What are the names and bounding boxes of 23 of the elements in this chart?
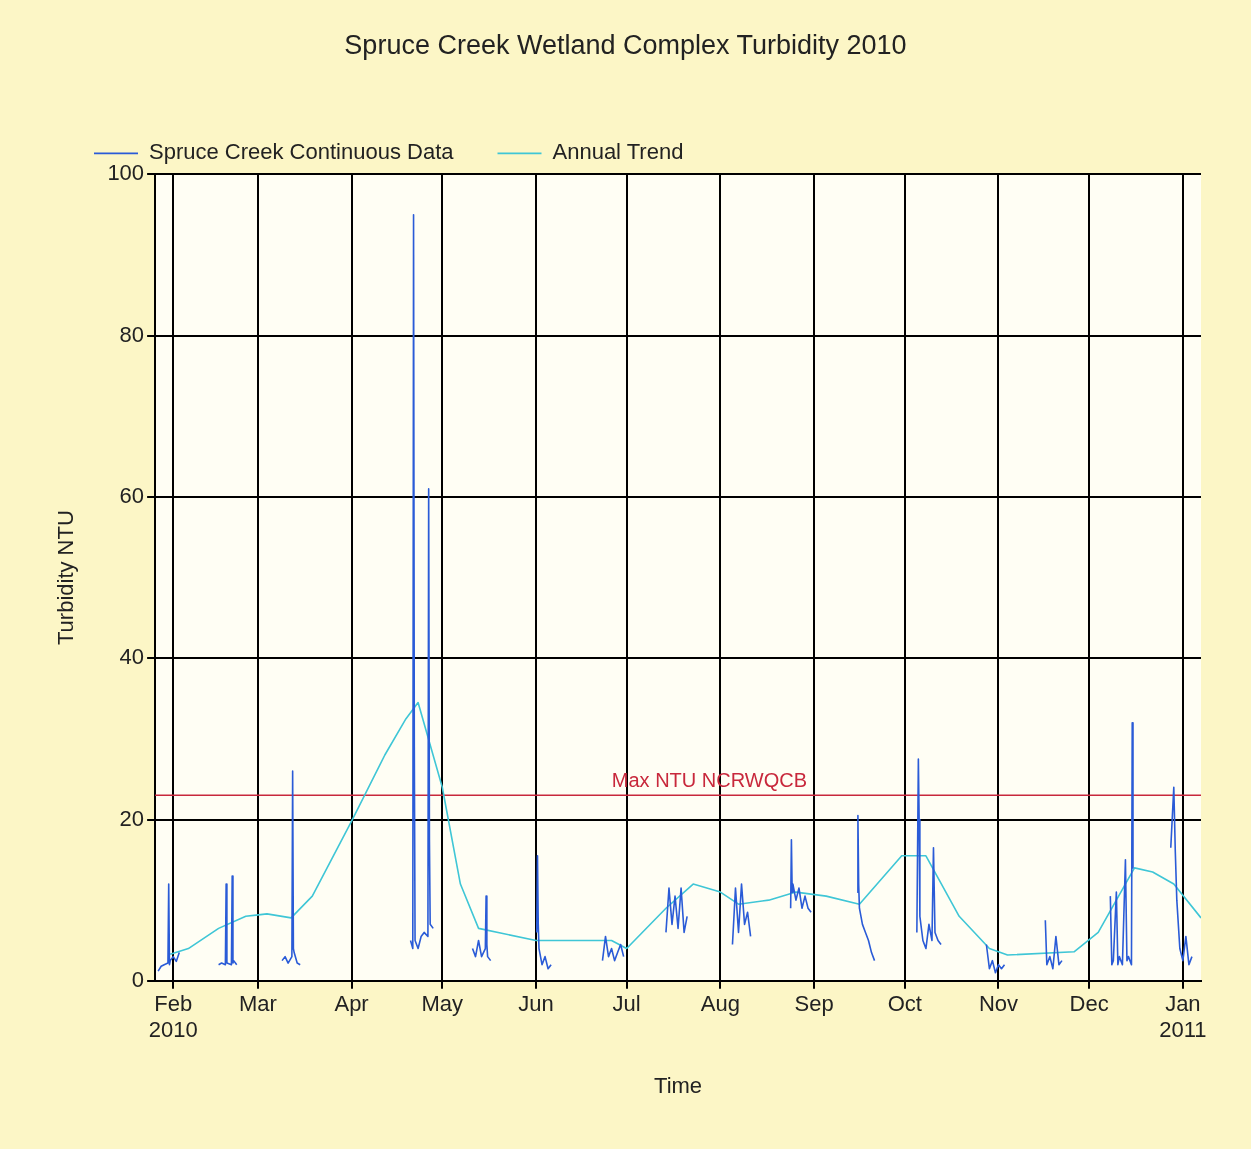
- x-tick-label: Mar: [238, 991, 277, 1017]
- x-tick-label: Feb 2010: [148, 991, 198, 1043]
- x-tick-label: Jan 2011: [1159, 991, 1207, 1043]
- y-tick-label: 100: [107, 160, 145, 186]
- x-tick-label: Aug: [700, 991, 740, 1017]
- legend-label: Annual Trend: [552, 139, 684, 165]
- legend-label: Spruce Creek Continuous Data: [149, 139, 455, 165]
- x-tick-label: Jun: [518, 991, 554, 1017]
- y-axis-title: Turbidity NTU: [53, 510, 79, 646]
- x-tick-label: Oct: [887, 991, 922, 1017]
- x-tick-label: May: [421, 991, 464, 1017]
- x-tick-label: Nov: [978, 991, 1019, 1017]
- x-axis-title: Time: [654, 1072, 703, 1098]
- chart-title: Spruce Creek Wetland Complex Turbidity 2010: [344, 29, 907, 60]
- x-tick-label: Jul: [612, 991, 641, 1017]
- y-tick-label: 40: [119, 644, 145, 670]
- x-tick-label: Dec: [1069, 991, 1109, 1017]
- y-tick-label: 0: [131, 966, 145, 992]
- y-tick-label: 80: [119, 321, 145, 347]
- y-tick-label: 20: [119, 805, 145, 831]
- x-tick-label: Apr: [334, 991, 369, 1017]
- y-tick-label: 60: [119, 483, 145, 509]
- x-tick-label: Sep: [794, 991, 834, 1017]
